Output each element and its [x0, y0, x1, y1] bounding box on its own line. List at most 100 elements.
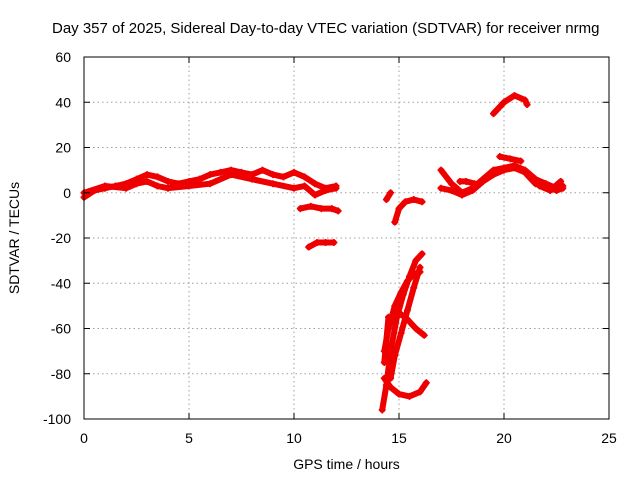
- data-point: [511, 164, 518, 172]
- data-point: [382, 196, 390, 204]
- data-point: [521, 168, 529, 176]
- data-point: [313, 239, 321, 247]
- y-tick-label: -20: [51, 230, 71, 246]
- data-point: [378, 406, 386, 414]
- data-point: [301, 182, 308, 190]
- data-point: [422, 379, 430, 387]
- data-point: [412, 257, 420, 265]
- data-point: [322, 186, 329, 194]
- x-tick-label: 10: [286, 430, 302, 446]
- data-point: [471, 180, 479, 188]
- data-point: [397, 288, 405, 296]
- series-track-11: [396, 309, 428, 339]
- data-point: [462, 177, 470, 185]
- data-point: [448, 186, 455, 194]
- data-point: [437, 166, 445, 174]
- data-point: [479, 177, 487, 185]
- data-point: [559, 184, 567, 192]
- grid: [84, 57, 609, 419]
- series-track-9: [387, 264, 423, 382]
- x-tick-label: 25: [601, 430, 617, 446]
- data-point: [391, 352, 399, 360]
- data-point: [448, 180, 455, 188]
- data-point: [412, 325, 420, 332]
- data-point: [391, 218, 399, 226]
- data-point: [395, 390, 403, 398]
- data-point: [259, 166, 266, 174]
- data-point: [311, 191, 319, 199]
- series-track-4: [305, 239, 337, 251]
- x-tick-label: 5: [185, 430, 193, 446]
- data-point: [380, 374, 388, 382]
- data-point: [385, 313, 392, 321]
- data-point: [403, 306, 411, 314]
- y-tick-label: 40: [55, 94, 71, 110]
- data-point: [401, 198, 409, 206]
- data-point: [500, 98, 508, 106]
- data-point: [311, 180, 319, 188]
- data-point: [301, 173, 308, 181]
- data-point: [164, 184, 172, 192]
- data-point: [133, 180, 140, 188]
- data-point: [227, 171, 235, 179]
- data-point: [418, 250, 426, 258]
- data-point: [280, 173, 287, 181]
- data-point: [525, 173, 533, 181]
- data-point: [185, 182, 193, 190]
- data-point: [403, 277, 411, 285]
- data-point: [154, 173, 161, 181]
- data-point: [305, 243, 313, 251]
- series-track-18: [526, 173, 564, 194]
- data-point: [506, 155, 514, 163]
- data-point: [122, 184, 130, 192]
- data-point: [490, 171, 497, 179]
- data-point: [546, 186, 554, 194]
- data-point: [290, 184, 298, 192]
- y-axis-label: SDTVAR / TECUs: [6, 182, 22, 294]
- y-tick-label: 0: [63, 185, 71, 201]
- data-point: [410, 284, 418, 292]
- data-point: [416, 263, 424, 271]
- chart-title: Day 357 of 2025, Sidereal Day-to-day VTE…: [52, 20, 599, 37]
- data-point: [469, 186, 476, 194]
- data-point: [296, 205, 304, 213]
- x-tick-label: 15: [391, 430, 407, 446]
- data-point: [334, 207, 342, 215]
- data-point: [458, 191, 466, 199]
- data-point: [536, 182, 544, 190]
- data-point: [217, 168, 224, 176]
- series-track-12: [381, 375, 430, 400]
- data-point: [206, 171, 214, 179]
- data-point: [332, 184, 340, 192]
- data-point: [521, 96, 529, 104]
- data-point: [307, 202, 315, 210]
- x-tick-label: 20: [496, 430, 512, 446]
- data-layer: [80, 91, 567, 414]
- data-point: [420, 331, 428, 339]
- tick-marks: [83, 56, 610, 420]
- data-point: [269, 171, 277, 179]
- y-tick-label: 60: [55, 49, 71, 65]
- data-point: [387, 374, 395, 382]
- data-point: [317, 205, 325, 213]
- x-axis-label: GPS time / hours: [293, 456, 400, 472]
- data-point: [380, 358, 388, 366]
- data-point: [437, 184, 445, 192]
- data-point: [164, 177, 172, 185]
- data-point: [418, 198, 426, 206]
- data-point: [391, 302, 399, 310]
- data-point: [416, 388, 424, 396]
- y-tick-label: -100: [43, 411, 71, 427]
- data-point: [330, 239, 338, 247]
- data-point: [328, 205, 336, 213]
- x-tick-label: 0: [80, 430, 88, 446]
- data-point: [395, 309, 403, 317]
- data-point: [143, 171, 151, 179]
- data-point: [206, 180, 214, 188]
- data-point: [269, 180, 277, 188]
- data-point: [290, 168, 298, 176]
- data-point: [490, 110, 497, 118]
- data-point: [395, 205, 403, 213]
- data-point: [406, 392, 413, 400]
